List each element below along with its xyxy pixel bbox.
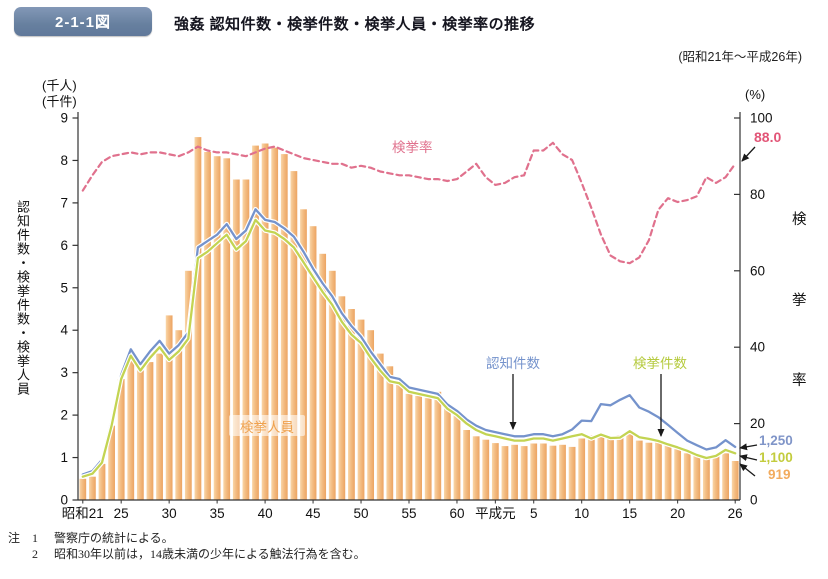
left-axis-tick-label: 1 (60, 450, 68, 465)
line-clearance-rate (81, 141, 737, 265)
right-axis-title-char-2: 挙 (792, 292, 807, 309)
left-axis-tick-label: 2 (60, 408, 68, 423)
series-label-persons-arrested: 検挙人員 (229, 415, 305, 436)
line-cleared-cases (80, 217, 738, 480)
x-axis-tick-label: 26 (728, 506, 743, 521)
right-axis-tick-label: 60 (750, 263, 765, 278)
series-label-cleared-cases: 検挙件数 (633, 356, 687, 371)
x-axis-tick-label: 40 (258, 506, 273, 521)
annotation-arrows (509, 146, 758, 477)
footnote-2: 2 昭和30年以前は，14歳未満の少年による触法行為を含む。 (8, 546, 366, 562)
left-axis-unit-cases: (千件) (42, 94, 77, 109)
x-axis-tick-label: 50 (354, 506, 369, 521)
period-range-label: (昭和21年～平成26年) (678, 50, 802, 64)
right-axis-title-char-1: 検 (792, 212, 807, 228)
footnote-2-number: 2 (32, 547, 38, 561)
series-label-rate: 検挙率 (392, 140, 433, 155)
footnote-1-text: 警察庁の統計による。 (54, 531, 174, 545)
end-value-cleared-cases: 1,100 (759, 450, 793, 465)
end-value-rate: 88.0 (754, 129, 782, 145)
right-axis-unit: (%) (745, 87, 766, 102)
page-title: 強姦 認知件数・検挙件数・検挙人員・検挙率の推移 (174, 16, 536, 33)
bars-persons-arrested (79, 137, 739, 501)
right-axis-tick-label: 0 (750, 493, 758, 508)
left-axis-units: (千人) (千件) (42, 78, 77, 110)
footnote-2-text: 昭和30年以前は，14歳未満の少年による触法行為を含む。 (54, 547, 366, 561)
right-axis-title: 検 挙 率 (792, 208, 807, 390)
footnote-1-number: 1 (32, 531, 38, 545)
right-axis-tick-label: 40 (750, 340, 765, 355)
x-axis-tick-label: 20 (670, 506, 685, 521)
left-axis-tick-label: 6 (60, 238, 68, 253)
x-axis-tick-label: 55 (401, 506, 416, 521)
left-axis-title: 認知件数・検挙件数・検挙人員 (15, 200, 30, 396)
left-axis-unit-persons: (千人) (42, 78, 77, 93)
left-axis-tick-label: 8 (60, 153, 68, 168)
x-axis-tick-label: 15 (622, 506, 637, 521)
figure-number-badge: 2-1-1図 (14, 7, 152, 36)
x-axis-tick-label: 平成元 (475, 506, 516, 521)
footnotes: 注 1 警察庁の統計による。 2 昭和30年以前は，14歳未満の少年による触法行… (8, 530, 366, 562)
x-axis-tick-label: 30 (162, 506, 177, 521)
right-axis-title-char-3: 率 (792, 373, 807, 389)
x-axis-tick-label: 昭和21 (62, 506, 104, 521)
footnote-1: 注 1 警察庁の統計による。 (8, 530, 366, 546)
left-axis-tick-label: 0 (60, 493, 68, 508)
x-axis-tick-label: 25 (114, 506, 129, 521)
series-label-reported-cases: 認知件数 (486, 356, 540, 371)
right-axis-tick-label: 100 (750, 111, 773, 126)
end-value-persons-arrested: 919 (768, 467, 791, 482)
left-axis-tick-label: 3 (60, 365, 68, 380)
x-axis-tick-label: 5 (530, 506, 538, 521)
right-axis-tick-label: 80 (750, 187, 765, 202)
left-axis-tick-label: 7 (60, 195, 68, 210)
end-value-reported-cases: 1,250 (759, 433, 793, 448)
x-axis-tick-label: 35 (210, 506, 225, 521)
footnote-prefix: 注 (8, 531, 21, 545)
left-axis-tick-label: 9 (60, 111, 68, 126)
right-axis-tick-label: 20 (750, 416, 765, 431)
left-axis-tick-label: 4 (60, 323, 68, 338)
left-axis-tick-label: 5 (60, 280, 68, 295)
x-axis-tick-label: 60 (449, 506, 464, 521)
x-axis-tick-label: 10 (574, 506, 589, 521)
x-axis-tick-label: 45 (306, 506, 321, 521)
